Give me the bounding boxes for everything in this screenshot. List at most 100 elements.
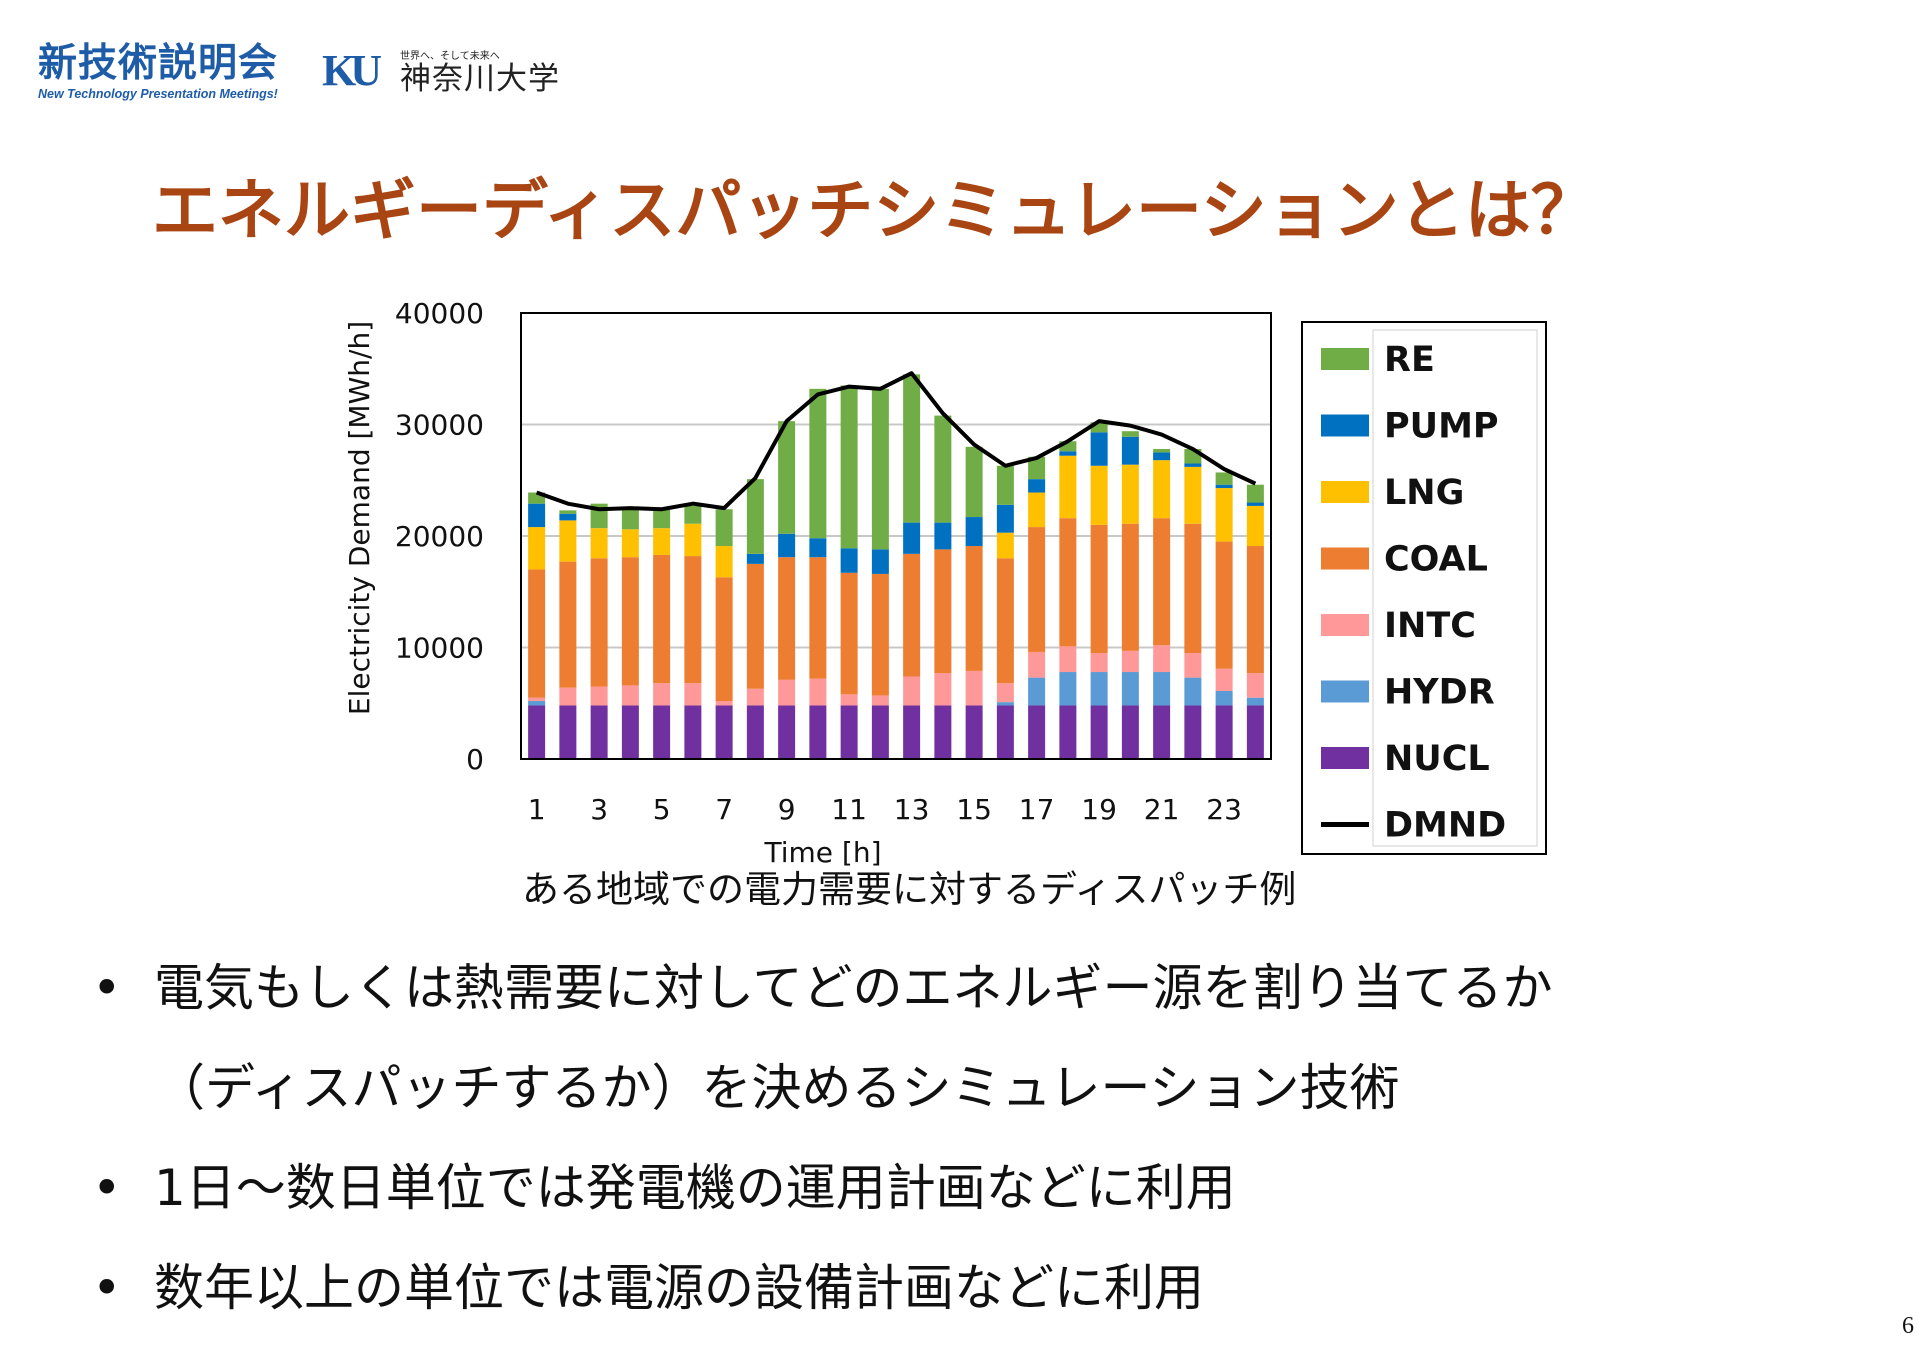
bar-intc-17 [1028, 651, 1046, 678]
bar-coal-21 [1153, 518, 1171, 646]
legend-swatch-re [1321, 348, 1369, 370]
bar-coal-17 [1028, 527, 1046, 652]
university-tagline: 世界へ、そして未来へ [400, 51, 500, 62]
bullet-marker: • [92, 1259, 122, 1317]
legend-swatch-coal [1321, 547, 1369, 570]
bar-pump-24 [1246, 502, 1264, 506]
bar-intc-5 [653, 683, 671, 706]
university-name: 神奈川大学 [400, 61, 560, 97]
bar-nucl-1 [528, 705, 546, 759]
bar-intc-1 [528, 697, 546, 702]
bar-pump-22 [1184, 463, 1202, 467]
bar-pump-18 [1059, 451, 1077, 456]
bar-intc-11 [840, 694, 858, 706]
bar-re-9 [778, 421, 796, 534]
x-tick-label: 5 [653, 793, 671, 826]
legend-label-nucl: NUCL [1384, 739, 1490, 779]
bar-re-18 [1059, 441, 1077, 452]
chart-caption: ある地域での電力需要に対するディスパッチ例 [522, 868, 1297, 911]
bar-coal-16 [996, 558, 1014, 684]
bar-pump-8 [746, 553, 764, 564]
bar-pump-13 [903, 522, 921, 554]
legend-label-lng: LNG [1384, 473, 1464, 513]
bar-pump-14 [934, 522, 952, 550]
bar-pump-23 [1215, 484, 1233, 489]
bar-re-3 [590, 503, 608, 529]
bar-nucl-18 [1059, 705, 1077, 759]
bullet-item-1: • 電気もしくは熱需要に対してどのエネルギー源を割り当てるか [92, 958, 1553, 1018]
bar-hydr-21 [1153, 672, 1171, 706]
bar-coal-5 [653, 554, 671, 684]
bar-coal-12 [871, 573, 889, 696]
bar-lng-18 [1059, 455, 1077, 519]
page-number: 6 [1902, 1313, 1914, 1339]
bar-re-7 [715, 509, 733, 547]
bar-re-23 [1215, 472, 1233, 485]
legend-box [1301, 321, 1547, 855]
bar-re-20 [1121, 431, 1139, 437]
bar-intc-16 [996, 683, 1014, 703]
legend-label-pump: PUMP [1384, 407, 1499, 447]
x-tick-label: 11 [831, 793, 867, 826]
bar-intc-2 [559, 687, 577, 706]
y-axis-label: Electricity Demand [MWh/h] [343, 321, 376, 715]
legend-label-re: RE [1384, 340, 1435, 380]
legend-swatch-hydr [1321, 680, 1369, 703]
bar-coal-4 [621, 557, 639, 686]
x-tick-label: 9 [778, 793, 796, 826]
bar-pump-16 [996, 504, 1014, 533]
bar-nucl-2 [559, 705, 577, 759]
bar-intc-24 [1246, 673, 1264, 698]
legend-swatch-nucl [1321, 747, 1369, 769]
bar-nucl-12 [871, 705, 889, 759]
bullet-marker: • [92, 1159, 122, 1217]
x-tick-label: 1 [528, 793, 546, 826]
bar-re-13 [903, 374, 921, 523]
bullet-marker: • [92, 959, 122, 1017]
bar-nucl-13 [903, 705, 921, 759]
bar-intc-3 [590, 686, 608, 706]
bar-lng-1 [528, 527, 546, 570]
bar-coal-20 [1121, 523, 1139, 651]
bar-nucl-6 [684, 705, 702, 759]
bar-hydr-20 [1121, 672, 1139, 706]
y-tick-label: 40000 [395, 297, 484, 330]
bar-coal-18 [1059, 518, 1077, 647]
bar-nucl-24 [1246, 705, 1264, 759]
bar-coal-3 [590, 558, 608, 687]
bar-coal-9 [778, 557, 796, 680]
bar-pump-1 [528, 503, 546, 528]
bar-pump-15 [965, 517, 983, 547]
bar-coal-24 [1246, 546, 1264, 674]
bar-nucl-4 [621, 705, 639, 759]
bar-re-24 [1246, 484, 1264, 503]
bar-lng-7 [715, 546, 733, 578]
bar-nucl-7 [715, 705, 733, 759]
x-axis-label: Time [h] [763, 836, 881, 869]
y-tick-label: 0 [466, 743, 484, 776]
legend-label-dmnd: DMND [1384, 806, 1506, 846]
bar-hydr-16 [996, 702, 1014, 706]
legend-swatch-intc [1321, 614, 1369, 636]
event-logo-en: New Technology Presentation Meetings! [38, 87, 278, 101]
bar-coal-7 [715, 577, 733, 702]
bar-hydr-22 [1184, 677, 1202, 706]
bullet-item-3: • 数年以上の単位では電源の設備計画などに利用 [92, 1258, 1204, 1318]
bar-re-10 [809, 388, 827, 539]
bar-coal-11 [840, 572, 858, 695]
bar-re-4 [621, 509, 639, 530]
legend-label-coal: COAL [1384, 540, 1488, 580]
bar-pump-20 [1121, 436, 1139, 465]
bar-coal-2 [559, 561, 577, 688]
bar-coal-22 [1184, 523, 1202, 654]
bar-hydr-19 [1090, 672, 1108, 706]
bar-nucl-3 [590, 705, 608, 759]
bar-pump-12 [871, 549, 889, 574]
bar-intc-12 [871, 695, 889, 706]
bar-nucl-9 [778, 705, 796, 759]
bar-coal-8 [746, 563, 764, 689]
bar-re-15 [965, 446, 983, 518]
bar-lng-19 [1090, 465, 1108, 525]
bar-nucl-8 [746, 705, 764, 759]
bar-hydr-17 [1028, 677, 1046, 706]
